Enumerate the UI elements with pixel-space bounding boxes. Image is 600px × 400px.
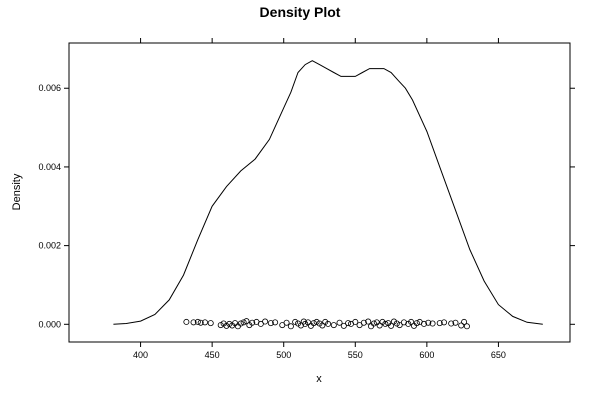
rug-point [360,319,367,326]
y-tick-label: 0.004 [38,162,61,172]
rug-point [267,320,274,327]
plot-frame [68,42,571,343]
rug-point [197,319,204,326]
rug-point [302,320,309,327]
y-tick-label: 0.000 [38,319,61,329]
rug-point [217,322,224,329]
y-axis-label: Density [11,173,23,210]
rug-point [283,319,290,326]
rug-point [441,319,448,326]
rug-point [194,318,201,325]
rug-point [243,318,250,325]
rug-point [420,320,427,327]
rug-point [207,320,214,327]
x-tick-label: 550 [348,350,363,360]
rug-point [388,322,395,329]
x-tick-label: 400 [133,350,148,360]
rug-point [393,320,400,327]
rug-point [336,319,343,326]
rug-point [408,318,415,325]
x-tick-label: 600 [419,350,434,360]
rug-point [345,320,352,327]
rug-point [425,319,432,326]
x-axis-label: x [316,373,322,385]
rug-point [461,318,468,325]
rug-point [249,319,256,326]
x-tick-label: 450 [205,350,220,360]
rug-point [376,322,383,329]
rug-point [463,323,470,330]
rug-point [313,318,320,325]
rug-point [448,320,455,327]
rug-point [365,318,372,325]
rug-point [237,320,244,327]
density-line [113,60,543,325]
rug-point [190,319,197,326]
x-axis-ticks: 400 450 500 550 600 650 [133,38,506,360]
rug-point [287,323,294,330]
rug-points [183,318,470,330]
rug-point [382,320,389,327]
rug-point [240,319,247,326]
rug-point [340,322,347,329]
y-axis-ticks: 0.000 0.002 0.004 0.006 [38,83,575,329]
rug-point [305,319,312,326]
rug-point [370,320,377,327]
rug-point [413,320,420,327]
y-tick-label: 0.006 [38,83,61,93]
rug-point [292,318,299,325]
rug-point [396,322,403,329]
rug-point [272,319,279,326]
rug-point [201,319,208,326]
rug-point [452,319,459,326]
rug-point [330,322,337,329]
rug-point [310,320,317,327]
rug-point [400,319,407,326]
rug-point [262,318,269,325]
rug-point [226,320,233,327]
rug-point [319,322,326,329]
x-tick-label: 650 [491,350,506,360]
rug-point [297,322,304,329]
rug-point [429,320,436,327]
x-tick-label: 500 [276,350,291,360]
rug-point [183,318,190,325]
rug-point [325,320,332,327]
rug-point [458,322,465,329]
y-tick-label: 0.002 [38,241,61,251]
rug-point [436,320,443,327]
rug-point [352,318,359,325]
chart-title: Density Plot [260,4,341,20]
